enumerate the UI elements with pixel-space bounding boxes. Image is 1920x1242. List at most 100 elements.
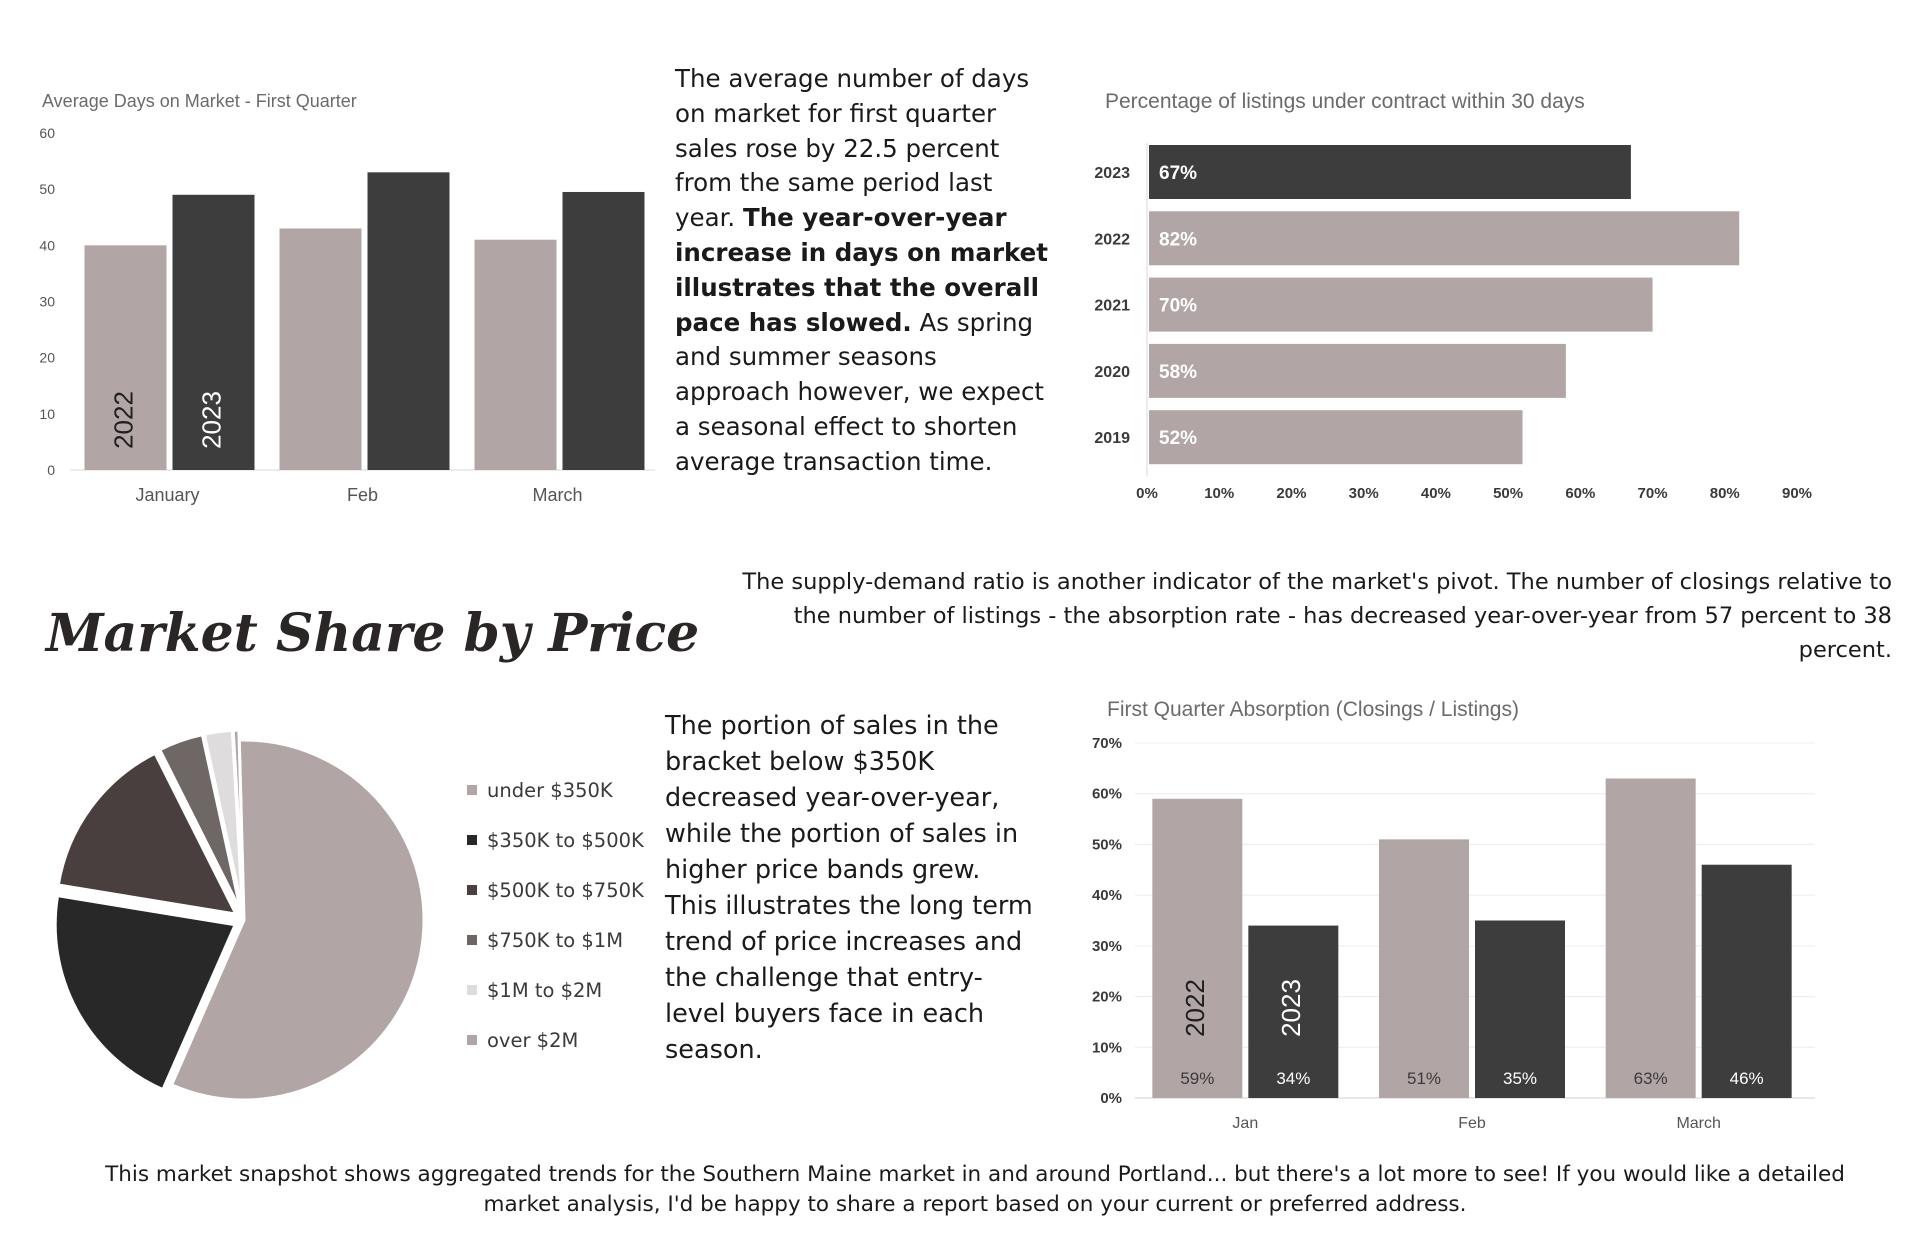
legend-swatch <box>467 935 477 945</box>
series-label-2023: 2023 <box>196 391 226 449</box>
legend-swatch <box>467 785 477 795</box>
x-tick-label: 60% <box>1565 485 1595 502</box>
y-tick-label: 2023 <box>1094 165 1130 182</box>
data-label: 35% <box>1503 1069 1537 1088</box>
supply-demand-paragraph: The supply-demand ratio is another indic… <box>742 569 1892 663</box>
chart-title: Average Days on Market - First Quarter <box>42 91 357 111</box>
bar-2020 <box>1149 343 1566 398</box>
chart-title: Percentage of listings under contract wi… <box>1105 90 1585 113</box>
y-tick-label: 2021 <box>1094 298 1130 315</box>
series-label-2023: 2023 <box>1276 979 1306 1037</box>
y-tick-label: 0% <box>1100 1090 1122 1107</box>
listings-under-contract-chart: Percentage of listings under contract wi… <box>1094 90 1812 502</box>
bar-2022 <box>1149 211 1740 266</box>
legend-item: $1M to $2M <box>467 965 644 1015</box>
x-tick-label: 40% <box>1421 485 1451 502</box>
data-label: 58% <box>1159 362 1197 383</box>
days-on-market-chart: Average Days on Market - First Quarter 0 1… <box>39 91 655 505</box>
legend-swatch <box>467 1035 477 1045</box>
absorption-chart: First Quarter Absorption (Closings / Lis… <box>1092 698 1815 1132</box>
bar-2023-feb <box>367 172 450 471</box>
legend-item: $500K to $750K <box>467 865 644 915</box>
y-tick-label: 50% <box>1092 836 1122 853</box>
data-label: 52% <box>1159 428 1197 449</box>
y-tick-label: 40 <box>39 237 55 253</box>
x-tick-label: 70% <box>1638 485 1668 502</box>
y-tick-label: 60% <box>1092 786 1122 803</box>
pie-slice-2 <box>53 893 238 1092</box>
dom-paragraph-end: As spring and summer seasons approach ho… <box>675 307 1045 476</box>
y-tick-label: 70% <box>1092 735 1122 752</box>
market-share-pie-chart <box>53 728 426 1102</box>
x-tick-label: Feb <box>347 485 378 505</box>
data-label: 63% <box>1634 1069 1668 1088</box>
series-label-2022: 2022 <box>1180 979 1210 1037</box>
footer-note: This market snapshot shows aggregated tr… <box>105 1162 1845 1217</box>
legend-label: $500K to $750K <box>487 878 644 902</box>
x-tick-label: Jan <box>1232 1115 1258 1132</box>
bar-2022-feb <box>279 228 362 470</box>
bar-2022-march <box>474 239 557 470</box>
y-tick-label: 50 <box>39 181 55 197</box>
x-tick-label: 30% <box>1349 485 1379 502</box>
dom-paragraph-plain: The average number of days on market for… <box>675 64 1030 233</box>
legend-label: $750K to $1M <box>487 928 624 952</box>
bar-2023-jan <box>1248 925 1339 1098</box>
y-tick-label: 30% <box>1092 938 1122 955</box>
x-tick-label: 80% <box>1710 485 1740 502</box>
data-label: 51% <box>1407 1069 1441 1088</box>
bar-2023-january <box>172 194 255 471</box>
y-tick-label: 2022 <box>1094 231 1130 248</box>
data-label: 67% <box>1159 163 1197 184</box>
x-tick-label: March <box>1676 1115 1720 1132</box>
pie-slice-3 <box>56 751 239 917</box>
legend-swatch <box>467 985 477 995</box>
legend-item: over $2M <box>467 1015 644 1065</box>
legend-label: $1M to $2M <box>487 978 603 1002</box>
bar-2019 <box>1149 410 1523 465</box>
y-tick-label: 2020 <box>1094 364 1130 381</box>
price-portion-paragraph: The portion of sales in the bracket belo… <box>665 711 1033 1065</box>
x-tick-label: 20% <box>1276 485 1306 502</box>
legend-swatch <box>467 885 477 895</box>
dom-paragraph-bold: The year-over-year increase in days on m… <box>675 203 1049 337</box>
y-tick-label: 40% <box>1092 887 1122 904</box>
y-tick-label: 60 <box>39 125 55 141</box>
legend-label: $350K to $500K <box>487 828 644 852</box>
data-label: 34% <box>1276 1069 1310 1088</box>
x-tick-label: 0% <box>1136 485 1158 502</box>
data-label: 59% <box>1180 1069 1214 1088</box>
bar-2023-feb <box>1475 920 1565 1098</box>
x-tick-label: 90% <box>1782 485 1812 502</box>
bar-2023-march <box>562 191 645 470</box>
y-tick-label: 20% <box>1092 989 1122 1006</box>
bar-2022-jan <box>1152 798 1243 1098</box>
x-tick-label: March <box>532 485 582 505</box>
data-label: 82% <box>1159 229 1197 250</box>
y-tick-label: 2019 <box>1094 430 1130 447</box>
legend-item: $750K to $1M <box>467 915 644 965</box>
legend-label: under $350K <box>487 778 613 802</box>
x-tick-label: 50% <box>1493 485 1523 502</box>
market-share-heading: Market Share by Price <box>46 603 700 664</box>
bar-2023-march <box>1701 864 1792 1098</box>
legend-label: over $2M <box>487 1028 579 1052</box>
bar-2023 <box>1149 145 1631 199</box>
series-label-2022: 2022 <box>108 391 138 449</box>
y-tick-label: 30 <box>39 294 55 310</box>
chart-title: First Quarter Absorption (Closings / Lis… <box>1107 698 1519 721</box>
bar-2021 <box>1149 277 1653 332</box>
bar-2022-march <box>1605 778 1696 1098</box>
y-tick-label: 10% <box>1092 1039 1122 1056</box>
pie-slice-6 <box>231 728 246 911</box>
y-tick-label: 10 <box>39 406 55 422</box>
bar-2022-feb <box>1379 839 1469 1098</box>
pie-slice-1 <box>169 738 426 1102</box>
x-tick-label: 10% <box>1204 485 1234 502</box>
legend-item: $350K to $500K <box>467 815 644 865</box>
y-tick-label: 0 <box>47 462 55 478</box>
pie-slice-4 <box>157 732 243 912</box>
bar-2022-january <box>84 245 167 470</box>
legend-swatch <box>467 835 477 845</box>
y-tick-label: 20 <box>39 350 55 366</box>
